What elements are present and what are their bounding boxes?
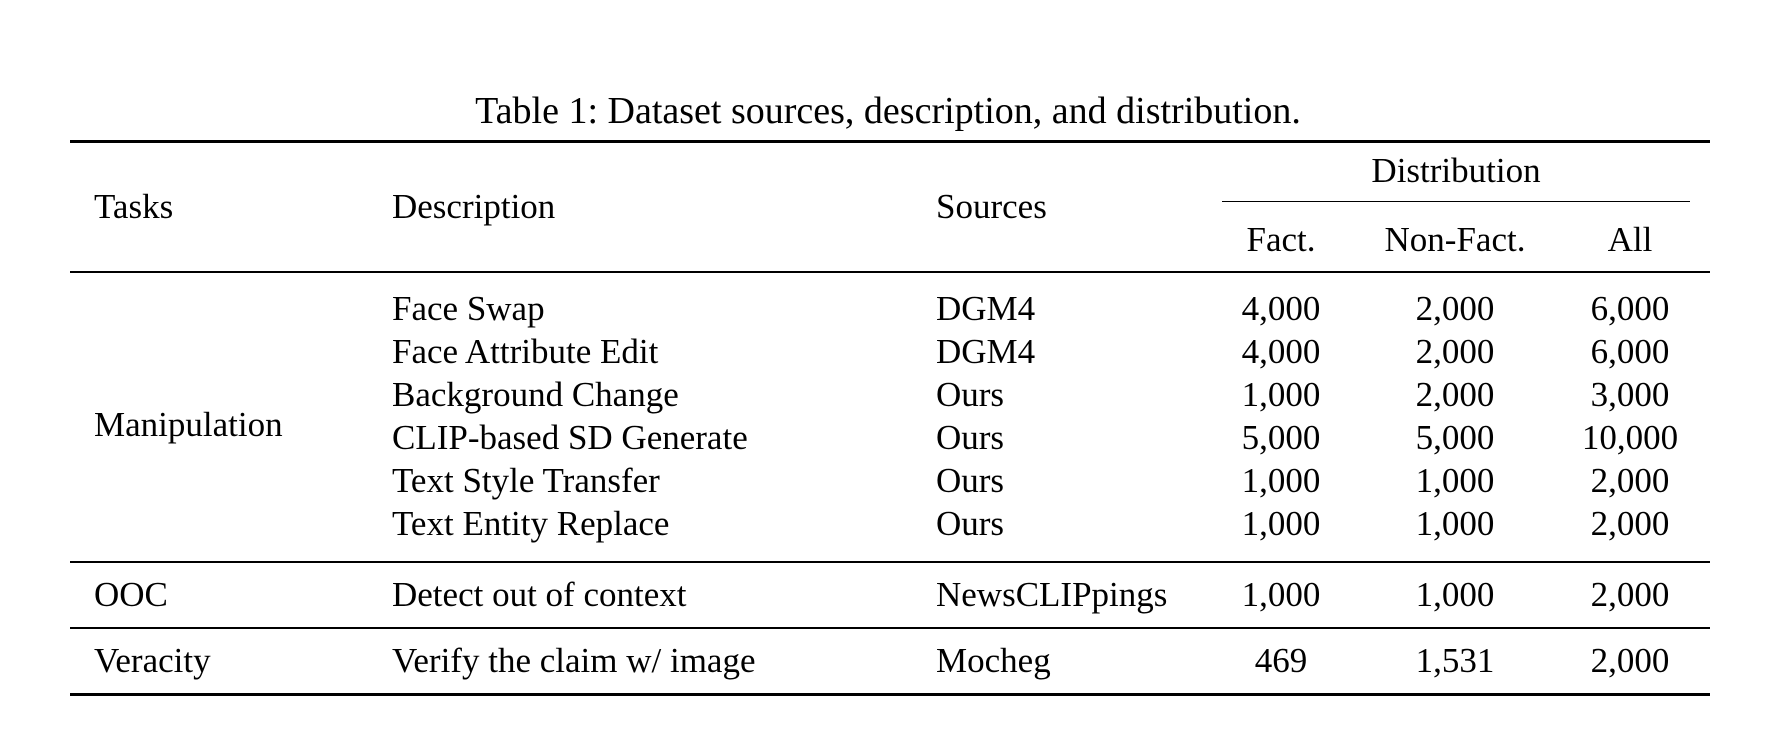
table-row: Text Entity Replace Ours 1,000 1,000 2,0… xyxy=(70,502,1711,562)
row-fact: 1,000 xyxy=(1241,504,1321,543)
task-veracity: Veracity xyxy=(94,641,211,680)
row-non-fact: 5,000 xyxy=(1415,418,1495,457)
row-non-fact: 1,000 xyxy=(1415,504,1495,543)
row-all: 2,000 xyxy=(1590,504,1670,543)
row-fact: 1,000 xyxy=(1241,575,1321,614)
row-all: 6,000 xyxy=(1590,289,1670,328)
row-description: Face Attribute Edit xyxy=(392,332,659,371)
row-non-fact: 2,000 xyxy=(1415,375,1495,414)
task-ooc: OOC xyxy=(94,575,168,614)
header-sources: Sources xyxy=(936,187,1047,226)
table-row: Face Attribute Edit DGM4 4,000 2,000 6,0… xyxy=(70,330,1710,373)
row-source: Ours xyxy=(936,504,1005,543)
table-caption: Table 1: Dataset sources, description, a… xyxy=(475,90,1301,132)
row-description: Text Entity Replace xyxy=(392,504,670,543)
row-all: 10,000 xyxy=(1581,418,1679,457)
header-fact: Fact. xyxy=(1246,220,1316,259)
row-source: NewsCLIPpings xyxy=(936,575,1168,614)
row-fact: 4,000 xyxy=(1241,289,1321,328)
table-row: OOC Detect out of context NewsCLIPpings … xyxy=(70,562,1711,628)
row-non-fact: 2,000 xyxy=(1415,332,1495,371)
row-source: DGM4 xyxy=(936,332,1036,371)
row-source: Ours xyxy=(936,461,1005,500)
row-all: 3,000 xyxy=(1590,375,1670,414)
row-source: DGM4 xyxy=(936,289,1036,328)
row-description: CLIP-based SD Generate xyxy=(392,418,748,457)
row-description: Face Swap xyxy=(392,289,545,328)
row-description: Detect out of context xyxy=(392,575,687,614)
table-row: Text Style Transfer Ours 1,000 1,000 2,0… xyxy=(70,459,1710,502)
dataset-table: Tasks Description Sources Distribution F… xyxy=(70,140,1711,696)
table-row: Veracity Verify the claim w/ image Moche… xyxy=(70,628,1711,695)
table-row: Background Change Ours 1,000 2,000 3,000 xyxy=(70,373,1710,416)
row-fact: 469 xyxy=(1254,641,1308,680)
row-source: Mocheg xyxy=(936,641,1051,680)
header-tasks: Tasks xyxy=(94,187,174,226)
row-description: Text Style Transfer xyxy=(392,461,660,500)
row-fact: 1,000 xyxy=(1241,375,1321,414)
task-manipulation: Manipulation xyxy=(94,404,283,444)
row-fact: 4,000 xyxy=(1241,332,1321,371)
row-description: Background Change xyxy=(392,375,679,414)
row-description: Verify the claim w/ image xyxy=(392,641,756,680)
row-all: 6,000 xyxy=(1590,332,1670,371)
table-row: CLIP-based SD Generate Ours 5,000 5,000 … xyxy=(70,416,1710,459)
table-row: Manipulation Face Swap DGM4 4,000 2,000 … xyxy=(70,272,1710,444)
row-source: Ours xyxy=(936,375,1005,414)
row-all: 2,000 xyxy=(1590,461,1670,500)
header-all: All xyxy=(1607,220,1653,259)
distribution-label: Distribution xyxy=(1222,151,1691,202)
row-non-fact: 1,000 xyxy=(1415,461,1495,500)
row-fact: 5,000 xyxy=(1241,418,1321,457)
row-non-fact: 1,531 xyxy=(1415,641,1495,680)
header-description: Description xyxy=(392,187,556,226)
row-source: Ours xyxy=(936,418,1005,457)
header-distribution: Distribution xyxy=(1202,142,1710,210)
header-row: Tasks Description Sources Distribution xyxy=(70,141,1711,226)
row-non-fact: 1,000 xyxy=(1415,575,1495,614)
header-non-fact: Non-Fact. xyxy=(1384,220,1526,259)
row-fact: 1,000 xyxy=(1241,461,1321,500)
row-all: 2,000 xyxy=(1590,575,1670,614)
row-non-fact: 2,000 xyxy=(1415,289,1495,328)
row-all: 2,000 xyxy=(1590,641,1670,680)
